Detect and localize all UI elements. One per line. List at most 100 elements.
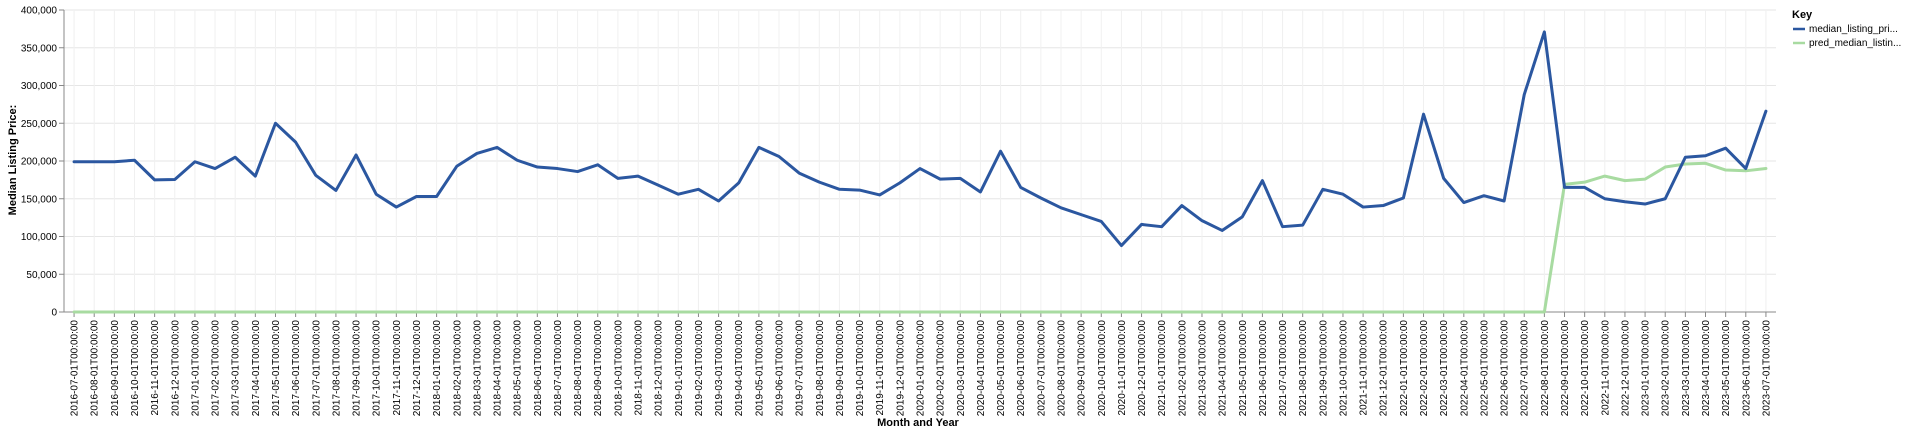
x-tick-label: 2021-04-01T00:00:00 — [1218, 320, 1229, 417]
x-tick-label: 2017-03-01T00:00:00 — [231, 320, 242, 417]
x-tick-label: 2017-11-01T00:00:00 — [392, 320, 403, 416]
legend-title: Key — [1792, 9, 1813, 21]
x-tick-label: 2022-05-01T00:00:00 — [1479, 320, 1490, 417]
x-tick-label: 2020-08-01T00:00:00 — [1056, 320, 1067, 417]
x-tick-label: 2020-07-01T00:00:00 — [1036, 320, 1047, 417]
x-tick-label: 2021-01-01T00:00:00 — [1157, 320, 1168, 417]
x-tick-label: 2019-07-01T00:00:00 — [795, 320, 806, 417]
x-tick-label: 2021-12-01T00:00:00 — [1379, 320, 1390, 417]
x-tick-label: 2019-12-01T00:00:00 — [895, 320, 906, 417]
y-tick-label: 400,000 — [21, 6, 58, 17]
x-tick-label: 2017-08-01T00:00:00 — [331, 320, 342, 417]
grid-lines — [64, 9, 1776, 313]
x-tick-label: 2021-08-01T00:00:00 — [1298, 320, 1309, 417]
x-tick-label: 2019-09-01T00:00:00 — [835, 320, 846, 417]
x-tick-label: 2020-09-01T00:00:00 — [1077, 320, 1088, 417]
y-tick-label: 100,000 — [21, 232, 58, 243]
x-tick-label: 2022-10-01T00:00:00 — [1580, 320, 1591, 417]
x-tick-label: 2021-06-01T00:00:00 — [1258, 320, 1269, 417]
x-tick-label: 2018-08-01T00:00:00 — [573, 320, 584, 417]
x-tick-label: 2022-03-01T00:00:00 — [1439, 320, 1450, 417]
x-tick-label: 2020-03-01T00:00:00 — [956, 320, 967, 417]
x-tick-label: 2018-01-01T00:00:00 — [432, 320, 443, 417]
x-tick-label: 2017-12-01T00:00:00 — [412, 320, 423, 417]
x-tick-label: 2018-04-01T00:00:00 — [493, 320, 504, 417]
x-tick-label: 2016-09-01T00:00:00 — [110, 320, 121, 417]
x-tick-label: 2017-10-01T00:00:00 — [372, 320, 383, 417]
x-tick-label: 2023-04-01T00:00:00 — [1701, 320, 1712, 417]
x-tick-label: 2021-11-01T00:00:00 — [1359, 320, 1370, 416]
x-tick-label: 2017-01-01T00:00:00 — [190, 320, 201, 417]
x-tick-label: 2017-09-01T00:00:00 — [352, 320, 363, 417]
y-tick-label: 350,000 — [21, 43, 58, 54]
x-tick-label: 2022-06-01T00:00:00 — [1500, 320, 1511, 417]
y-tick-label: 150,000 — [21, 194, 58, 205]
x-tick-label: 2022-08-01T00:00:00 — [1540, 320, 1551, 417]
y-tick-label: 50,000 — [26, 270, 57, 281]
x-tick-label: 2022-12-01T00:00:00 — [1620, 320, 1631, 417]
x-tick-label: 2019-06-01T00:00:00 — [775, 320, 786, 417]
x-tick-label: 2018-07-01T00:00:00 — [553, 320, 564, 417]
x-tick-label: 2019-05-01T00:00:00 — [754, 320, 765, 417]
x-tick-label: 2019-08-01T00:00:00 — [815, 320, 826, 417]
x-tick-label: 2017-05-01T00:00:00 — [271, 320, 282, 417]
x-tick-label: 2023-05-01T00:00:00 — [1721, 320, 1732, 417]
x-tick-label: 2022-01-01T00:00:00 — [1399, 320, 1410, 417]
x-tick-label: 2023-01-01T00:00:00 — [1641, 320, 1652, 417]
x-tick-label: 2017-06-01T00:00:00 — [291, 320, 302, 417]
x-tick-label: 2019-04-01T00:00:00 — [734, 320, 745, 417]
x-tick-label: 2017-02-01T00:00:00 — [211, 320, 222, 417]
series-line-1 — [72, 161, 1768, 314]
x-tick-label: 2021-03-01T00:00:00 — [1197, 320, 1208, 417]
x-tick-label: 2023-07-01T00:00:00 — [1761, 320, 1772, 417]
x-tick-label: 2020-01-01T00:00:00 — [916, 320, 927, 417]
x-tick-label: 2023-02-01T00:00:00 — [1661, 320, 1672, 417]
x-tick-label: 2018-03-01T00:00:00 — [472, 320, 483, 417]
x-tick-label: 2020-12-01T00:00:00 — [1137, 320, 1148, 417]
legend-label: median_listing_pri... — [1809, 24, 1898, 35]
x-tick-label: 2020-11-01T00:00:00 — [1117, 320, 1128, 416]
y-tick-label: 0 — [51, 308, 57, 319]
x-tick-label: 2016-08-01T00:00:00 — [90, 320, 101, 417]
x-tick-label: 2018-09-01T00:00:00 — [593, 320, 604, 417]
x-tick-label: 2020-05-01T00:00:00 — [996, 320, 1007, 417]
y-tick-label: 250,000 — [21, 119, 58, 130]
x-tick-label: 2020-10-01T00:00:00 — [1097, 320, 1108, 417]
x-tick-label: 2022-09-01T00:00:00 — [1560, 320, 1571, 417]
x-axis: 2016-07-01T00:00:00 2016-08-01T00:00:00 20… — [64, 311, 1776, 417]
x-axis-title: Month and Year — [877, 417, 959, 429]
x-tick-label: 2018-12-01T00:00:00 — [654, 320, 665, 417]
x-tick-label: 2019-11-01T00:00:00 — [875, 320, 886, 416]
legend-label: pred_median_listin... — [1809, 38, 1901, 49]
y-tick-label: 300,000 — [21, 81, 58, 92]
x-tick-label: 2023-03-01T00:00:00 — [1681, 320, 1692, 417]
x-tick-label: 2021-05-01T00:00:00 — [1238, 320, 1249, 417]
x-tick-label: 2016-07-01T00:00:00 — [70, 320, 81, 417]
x-tick-label: 2018-11-01T00:00:00 — [634, 320, 645, 416]
x-tick-label: 2019-03-01T00:00:00 — [714, 320, 725, 417]
x-tick-label: 2022-02-01T00:00:00 — [1419, 320, 1430, 417]
x-tick-label: 2022-07-01T00:00:00 — [1520, 320, 1531, 417]
x-tick-label: 2019-01-01T00:00:00 — [674, 320, 685, 417]
x-tick-label: 2021-10-01T00:00:00 — [1338, 320, 1349, 417]
x-tick-label: 2016-11-01T00:00:00 — [150, 320, 161, 416]
x-tick-label: 2020-04-01T00:00:00 — [976, 320, 987, 417]
x-tick-label: 2016-12-01T00:00:00 — [170, 320, 181, 417]
x-tick-label: 2018-10-01T00:00:00 — [613, 320, 624, 417]
x-tick-label: 2018-02-01T00:00:00 — [452, 320, 463, 417]
y-tick-label: 200,000 — [21, 157, 58, 168]
y-axis-title: Median Listing Price: — [7, 105, 19, 216]
x-tick-label: 2020-02-01T00:00:00 — [936, 320, 947, 417]
x-tick-label: 2021-09-01T00:00:00 — [1318, 320, 1329, 417]
x-tick-label: 2022-04-01T00:00:00 — [1459, 320, 1470, 417]
y-axis: 0 50,000 100,000 150,000 200,000 250,000 300,0… — [21, 6, 65, 319]
x-tick-label: 2019-02-01T00:00:00 — [694, 320, 705, 417]
x-tick-label: 2021-07-01T00:00:00 — [1278, 320, 1289, 417]
x-tick-label: 2019-10-01T00:00:00 — [855, 320, 866, 417]
x-tick-label: 2023-06-01T00:00:00 — [1741, 320, 1752, 417]
series-lines — [72, 30, 1768, 314]
series-line-0 — [72, 30, 1768, 248]
x-tick-label: 2017-04-01T00:00:00 — [251, 320, 262, 417]
